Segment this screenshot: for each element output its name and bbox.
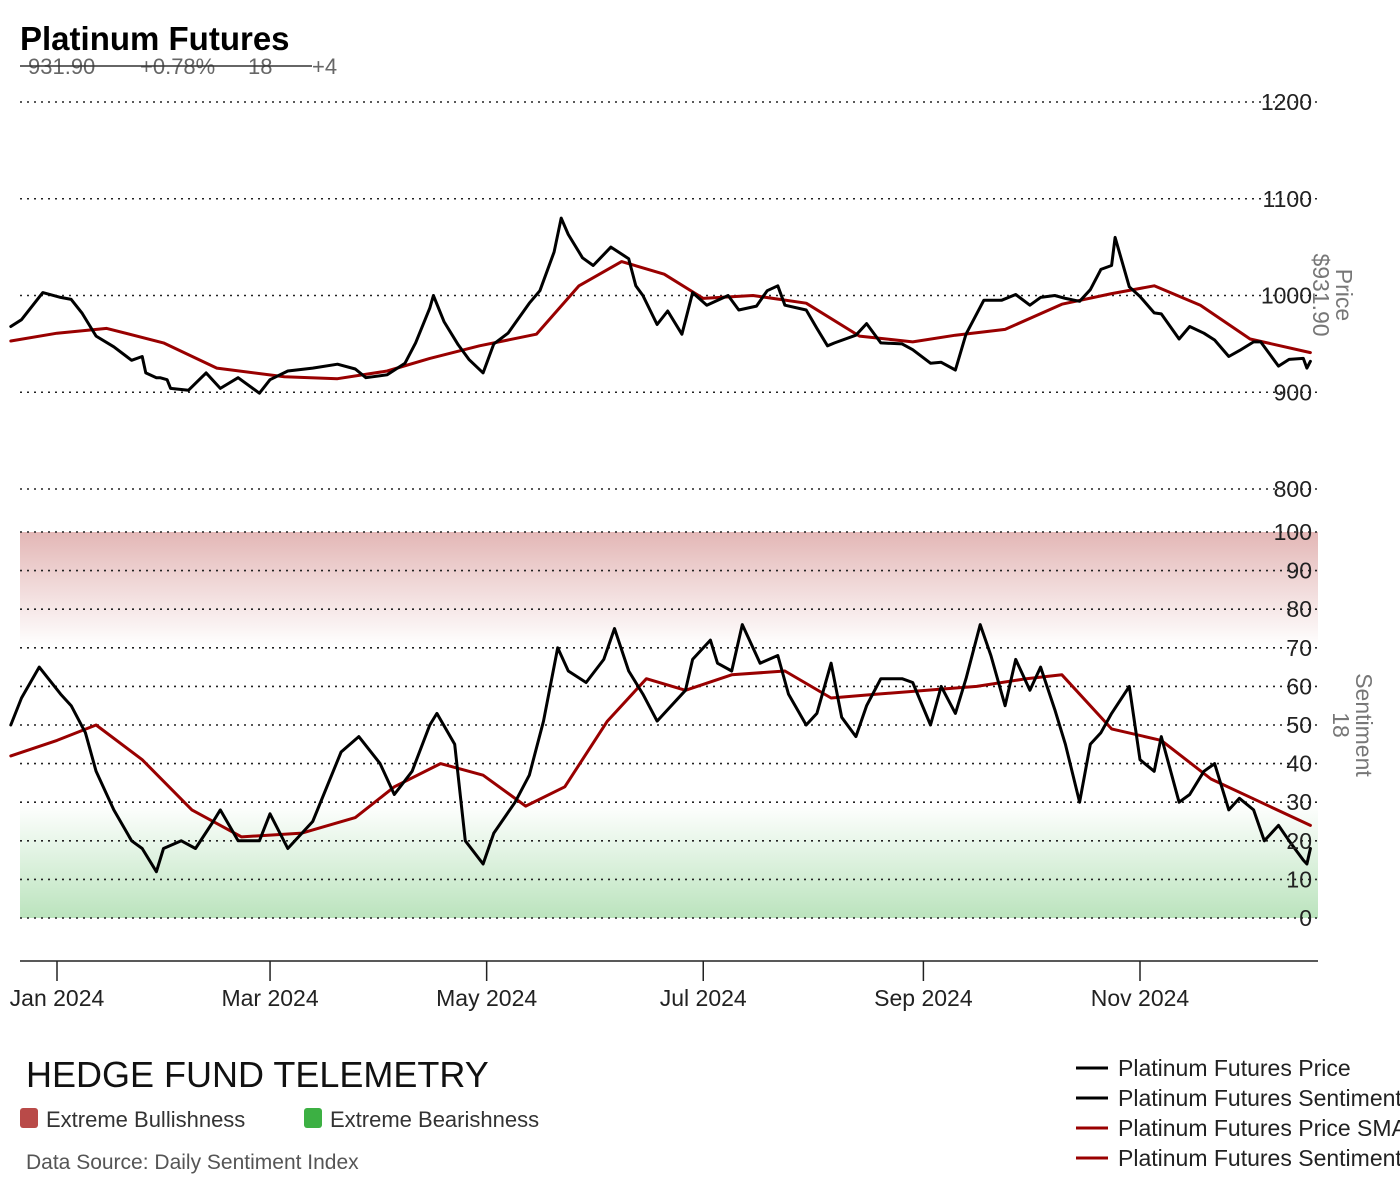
sentiment-tick-label: 60 [1286, 673, 1312, 699]
price-tick-label: 1100 [1263, 186, 1312, 212]
band-legend: Extreme Bullishness Extreme Bearishness [20, 1107, 539, 1132]
band-extreme-bearishness [20, 804, 1318, 918]
price-axis-value-group: $931.90 [1308, 253, 1334, 336]
sentiment-axis-value-group: 18 [1328, 712, 1354, 738]
x-tick-label: Jan 2024 [10, 985, 105, 1011]
sentiment-axis-value: 18 [1328, 712, 1354, 738]
sentiment-tick-label: 70 [1286, 635, 1312, 661]
sentiment-tick-label: 30 [1286, 789, 1312, 815]
price-y-axis: 800 900 1000 1100 1200 [1261, 89, 1312, 502]
brand-name: HEDGE FUND TELEMETRY [26, 1054, 489, 1095]
series-legend: Platinum Futures Price Platinum Futures S… [1076, 1055, 1400, 1171]
sentiment-tick-label: 80 [1286, 596, 1312, 622]
bullish-legend-label: Extreme Bullishness [46, 1107, 245, 1132]
price-tick-label: 900 [1274, 379, 1312, 405]
price-axis-value: $931.90 [1308, 253, 1334, 336]
x-tick-label: Jul 2024 [660, 985, 747, 1011]
legend-label: Platinum Futures Sentiment [1118, 1085, 1400, 1111]
sentiment-tick-label: 40 [1286, 751, 1312, 777]
chart-title: Platinum Futures [20, 20, 290, 57]
price-sma-line [9, 260, 1312, 381]
price-tick-label: 800 [1274, 476, 1312, 502]
sentiment-axis-title: Sentiment [1351, 673, 1377, 777]
sentiment-tick-label: 50 [1286, 712, 1312, 738]
x-tick-label: Nov 2024 [1091, 985, 1190, 1011]
price-axis-title-group: Price [1331, 269, 1357, 321]
price-line [9, 216, 1312, 395]
price-gridlines [20, 101, 1318, 490]
sentiment-tick-label: 100 [1274, 519, 1312, 545]
data-source: Data Source: Daily Sentiment Index [26, 1151, 359, 1174]
x-axis: Jan 2024 Mar 2024 May 2024 Jul 2024 Sep 2024… [10, 961, 1190, 1011]
sentiment-panel-plot [9, 623, 1312, 874]
price-axis-title: Price [1331, 269, 1357, 321]
price-tick-label: 1200 [1261, 89, 1312, 115]
sentiment-sma-line [9, 669, 1312, 839]
sentiment-tick-label: 20 [1286, 828, 1312, 854]
legend-label: Platinum Futures Sentiment SMA [1118, 1145, 1400, 1171]
x-tick-label: May 2024 [436, 985, 537, 1011]
band-extreme-bullishness [20, 532, 1318, 646]
bullish-swatch [20, 1108, 38, 1128]
bearish-legend-label: Extreme Bearishness [330, 1107, 539, 1132]
sentiment-axis-title-group: Sentiment [1351, 673, 1377, 777]
bearish-swatch [304, 1108, 322, 1128]
sentiment-y-axis: 0 10 20 30 40 50 60 70 80 90 100 [1274, 519, 1312, 931]
legend-label: Platinum Futures Price SMA [1118, 1115, 1400, 1141]
x-tick-label: Mar 2024 [221, 985, 318, 1011]
stat-sentiment-change: +4 [312, 54, 337, 79]
stats-row: 931.90 +0.78% 18 +4 [20, 54, 337, 79]
x-tick-label: Sep 2024 [874, 985, 973, 1011]
price-panel-plot [9, 216, 1312, 395]
sentiment-tick-label: 10 [1286, 866, 1312, 892]
price-tick-label: 1000 [1261, 283, 1312, 309]
legend-label: Platinum Futures Price [1118, 1055, 1351, 1081]
sentiment-tick-label: 90 [1286, 558, 1312, 584]
sentiment-tick-label: 0 [1299, 905, 1312, 931]
sentiment-line [9, 623, 1312, 874]
